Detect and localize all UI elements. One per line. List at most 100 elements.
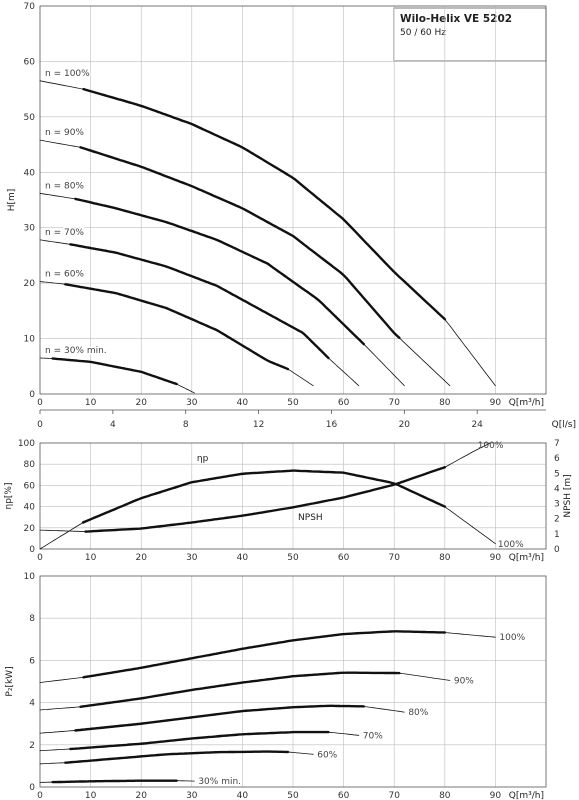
y-tick-label: 100	[18, 439, 35, 449]
x-tick-label: 30	[186, 398, 198, 408]
power-curve-label: 100%	[499, 633, 525, 643]
x-tick-label: 50	[287, 553, 299, 563]
x-tick-label: 90	[490, 398, 502, 408]
secondary-x-tick-label: 12	[253, 420, 264, 430]
y2-tick-label: 1	[554, 530, 560, 540]
y-tick-label: 20	[24, 279, 36, 289]
secondary-x-axis-label: Q[l/s]	[552, 420, 576, 430]
x-axis-label: Q[m³/h]	[509, 553, 544, 563]
secondary-x-tick-label: 8	[183, 420, 189, 430]
x-tick-label: 80	[439, 791, 451, 800]
x-tick-label: 40	[237, 398, 249, 408]
npsh-curve-bold	[84, 466, 446, 533]
head-curve-bold	[69, 243, 330, 360]
y-tick-label: 4	[29, 699, 35, 709]
head-curve-thin	[39, 80, 496, 387]
head-curve-thin	[39, 357, 195, 394]
x-tick-label: 70	[388, 553, 400, 563]
head-curve-bold	[74, 197, 365, 346]
secondary-x-tick-label: 0	[37, 420, 43, 430]
head-curve-thin	[39, 239, 360, 387]
npsh-curve-label: NPSH	[298, 513, 323, 523]
y-tick-label: 0	[29, 545, 35, 555]
head-curve-bold	[51, 357, 178, 386]
secondary-x-tick-label: 4	[110, 420, 116, 430]
power-curve-bold	[74, 704, 365, 732]
x-tick-label: 90	[490, 791, 502, 800]
y2-tick-label: 3	[554, 500, 560, 510]
plot-frame	[39, 442, 547, 550]
npsh-curve-thin	[39, 442, 491, 533]
power-curve-bold	[79, 671, 401, 708]
plot-frame	[39, 575, 547, 788]
x-tick-label: 40	[237, 553, 249, 563]
y-axis-label: ηp[%]	[4, 483, 14, 510]
x-tick-label: 90	[490, 553, 502, 563]
npsh-annotation: 100%	[478, 441, 504, 451]
y-tick-label: 80	[24, 460, 36, 470]
x-tick-label: 50	[287, 398, 299, 408]
y-tick-label: 10	[24, 572, 36, 582]
x-tick-label: 60	[338, 553, 350, 563]
head-curve-thin	[39, 281, 314, 387]
y-tick-label: 0	[29, 390, 35, 400]
y-axis-label: P₂[kW]	[5, 666, 15, 696]
head-curve-label: n = 60%	[45, 269, 84, 279]
secondary-x-tick-label: 24	[471, 420, 483, 430]
efficiency-annotation: 100%	[498, 540, 524, 550]
y-tick-label: 20	[24, 524, 36, 534]
x-axis-label: Q[m³/h]	[509, 398, 544, 408]
secondary-x-tick-label: 16	[326, 420, 338, 430]
y-tick-label: 60	[24, 481, 36, 491]
x-tick-label: 20	[135, 398, 147, 408]
y-tick-label: 6	[29, 656, 35, 666]
title-box	[393, 7, 547, 62]
y-tick-label: 70	[24, 2, 36, 12]
x-tick-label: 60	[338, 791, 350, 800]
y-tick-label: 60	[24, 57, 36, 67]
head-curve-bold	[79, 146, 401, 339]
y2-tick-label: 0	[554, 545, 560, 555]
y-tick-label: 2	[29, 741, 35, 751]
x-tick-label: 30	[186, 553, 198, 563]
y-tick-label: 30	[24, 224, 36, 234]
y-axis-label: H[m]	[7, 189, 17, 212]
y2-tick-label: 7	[554, 439, 560, 449]
x-tick-label: 20	[135, 553, 147, 563]
head-curve-label: n = 30% min.	[45, 346, 107, 356]
power-curve-label: 30% min.	[198, 777, 241, 787]
x-tick-label: 80	[439, 553, 451, 563]
power-curve-label: 80%	[408, 708, 428, 718]
power-curve-bold	[51, 779, 178, 784]
efficiency-curve-bold	[81, 469, 446, 524]
y-tick-label: 40	[24, 503, 36, 513]
y-tick-label: 10	[24, 335, 36, 345]
x-tick-label: 60	[338, 398, 350, 408]
chart-title: Wilo-Helix VE 5202	[400, 13, 512, 25]
x-axis-label: Q[m³/h]	[509, 791, 544, 800]
y2-tick-label: 2	[554, 515, 560, 525]
y2-tick-label: 5	[554, 469, 560, 479]
head-curve-label: n = 90%	[45, 128, 84, 138]
x-tick-label: 10	[85, 553, 97, 563]
head-curve-bold	[82, 87, 446, 321]
y2-tick-label: 6	[554, 454, 560, 464]
x-tick-label: 20	[135, 791, 147, 800]
power-curve-label: 60%	[317, 750, 337, 760]
efficiency-curve-label: ηp	[197, 454, 209, 464]
efficiency-curve-thin	[39, 470, 496, 550]
power-curve-label: 90%	[454, 676, 474, 686]
head-curve-label: n = 100%	[45, 69, 90, 79]
x-tick-label: 50	[287, 791, 299, 800]
head-curve-bold	[64, 283, 290, 371]
power-curve-bold	[82, 630, 446, 679]
x-tick-label: 70	[388, 791, 400, 800]
x-tick-label: 10	[85, 791, 97, 800]
x-tick-label: 0	[37, 553, 43, 563]
y2-tick-label: 4	[554, 484, 560, 494]
x-tick-label: 80	[439, 398, 451, 408]
x-tick-label: 0	[37, 791, 43, 800]
x-tick-label: 10	[85, 398, 97, 408]
power-curve-thin	[39, 630, 496, 683]
